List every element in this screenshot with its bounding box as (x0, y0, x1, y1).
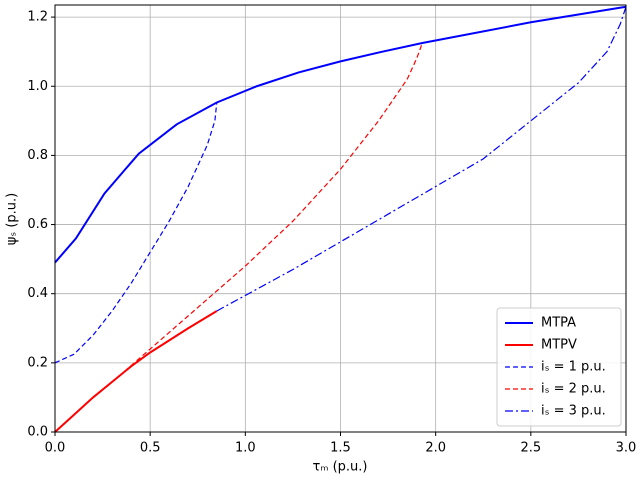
legend-label: iₛ = 3 p.u. (541, 404, 606, 419)
series-line (54, 5, 627, 264)
x-axis-label: τₘ (p.u.) (313, 460, 368, 475)
x-tick-label: 0.5 (140, 441, 161, 456)
y-tick-label: 0.4 (27, 286, 48, 301)
legend-label: iₛ = 2 p.u. (541, 382, 606, 397)
y-tick-label: 0.0 (27, 425, 48, 440)
y-axis-label: ψₛ (p.u.) (5, 193, 20, 245)
legend-label: MTPV (541, 338, 577, 353)
y-tick-label: 0.8 (27, 148, 48, 163)
series-line (216, 6, 627, 312)
y-tick-label: 1.2 (27, 10, 48, 25)
y-tick-label: 0.2 (27, 355, 48, 370)
legend-label: MTPA (541, 316, 576, 331)
legend-label: iₛ = 1 p.u. (541, 360, 606, 375)
x-tick-label: 3.0 (616, 441, 637, 456)
x-tick-label: 1.0 (235, 441, 256, 456)
x-tick-label: 1.5 (330, 441, 351, 456)
legend-box (496, 307, 622, 427)
x-tick-label: 2.0 (425, 441, 446, 456)
y-tick-label: 1.0 (27, 79, 48, 94)
series-line (54, 102, 218, 364)
plot-frame (54, 4, 627, 433)
x-tick-label: 2.5 (520, 441, 541, 456)
series-line (105, 42, 423, 388)
y-tick-label: 0.6 (27, 217, 48, 232)
x-tick-label: 0.0 (45, 441, 66, 456)
